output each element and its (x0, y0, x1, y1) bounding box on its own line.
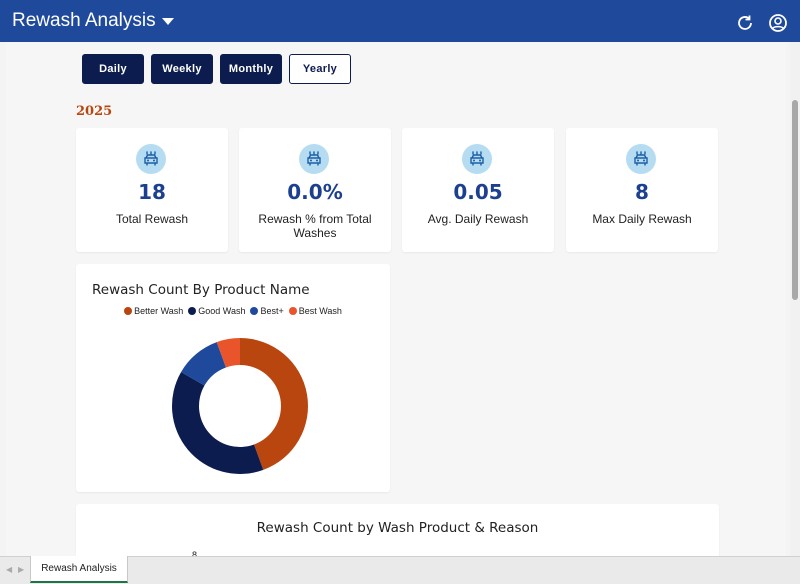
kpi-label: Total Rewash (115, 212, 189, 226)
legend-item[interactable]: Best Wash (288, 306, 342, 316)
kpi-label: Rewash % from Total Washes (258, 212, 372, 240)
app-title: Rewash Analysis (12, 10, 156, 31)
caret-down-icon (161, 18, 174, 25)
refresh-icon[interactable] (735, 13, 755, 33)
wash-product-reason-chart-card: Rewash Count by Wash Product & Reason 8 (76, 504, 719, 556)
donut-slice-good-wash[interactable] (172, 372, 264, 474)
kpi-value: 8 (635, 180, 649, 204)
legend-item[interactable]: Good Wash (188, 306, 245, 316)
chart-legend: Better Wash Good Wash Best+ Best Wash (76, 306, 390, 316)
legend-label: Best Wash (298, 306, 342, 316)
kpi-value: 0.05 (453, 180, 503, 204)
car-wash-icon (299, 144, 329, 174)
kpi-label: Max Daily Rewash (592, 212, 692, 226)
legend-swatch (250, 307, 259, 315)
chart-title: Rewash Count By Product Name (92, 282, 310, 298)
scrollbar-thumb[interactable] (792, 100, 798, 300)
kpi-label: Avg. Daily Rewash (427, 212, 529, 226)
car-wash-icon (136, 144, 166, 174)
y-axis-tick-label: 8 (192, 550, 198, 556)
sheet-tab-rewash-analysis[interactable]: Rewash Analysis (30, 556, 128, 583)
legend-swatch (288, 307, 297, 315)
donut-slice-better-wash[interactable] (240, 338, 308, 470)
kpi-card-avg-daily: 0.05 Avg. Daily Rewash (402, 128, 554, 252)
legend-swatch (124, 307, 133, 315)
account-circle-icon[interactable] (768, 13, 788, 33)
report-menu[interactable]: Rewash Analysis (12, 10, 174, 32)
tab-scroll-left-icon[interactable]: ◀ (6, 565, 13, 574)
legend-swatch (188, 307, 197, 315)
donut-chart[interactable] (170, 336, 310, 476)
legend-item[interactable]: Best+ (250, 306, 284, 316)
tab-scroll-right-icon[interactable]: ▶ (18, 565, 25, 574)
chart-title: Rewash Count by Wash Product & Reason (256, 520, 539, 536)
report-canvas: Daily Weekly Monthly Yearly 2025 18 Tota… (6, 42, 786, 556)
donut-slice-best-wash[interactable] (216, 338, 240, 368)
year-label: 2025 (76, 104, 113, 119)
weekly-button[interactable]: Weekly (151, 54, 213, 84)
kpi-card-max-daily: 8 Max Daily Rewash (566, 128, 718, 252)
daily-button[interactable]: Daily (82, 54, 144, 84)
kpi-card-total-rewash: 18 Total Rewash (76, 128, 228, 252)
monthly-button[interactable]: Monthly (220, 54, 282, 84)
kpi-card-rewash-percent: 0.0% Rewash % from Total Washes (239, 128, 391, 252)
yearly-button[interactable]: Yearly (289, 54, 351, 84)
legend-label: Best+ (260, 306, 284, 316)
app-header: Rewash Analysis (0, 0, 800, 42)
car-wash-icon (462, 144, 492, 174)
kpi-value: 18 (138, 180, 166, 204)
sheet-tab-bar: ◀ ▶ Rewash Analysis (0, 556, 800, 584)
legend-label: Better Wash (134, 306, 184, 316)
kpi-value: 0.0% (287, 180, 343, 204)
car-wash-icon (626, 144, 656, 174)
legend-item[interactable]: Better Wash (124, 306, 183, 316)
product-rewash-chart-card: Rewash Count By Product Name Better Wash… (76, 264, 390, 492)
legend-label: Good Wash (198, 306, 246, 316)
donut-slice-best[interactable] (181, 342, 226, 386)
